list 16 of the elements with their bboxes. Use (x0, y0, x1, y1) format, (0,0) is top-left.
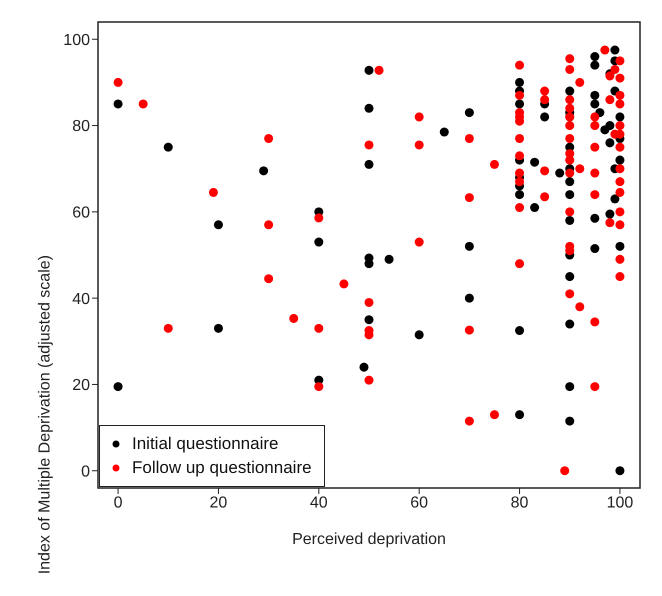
x-tick-label: 40 (310, 494, 328, 512)
y-tick-label: 40 (72, 290, 90, 308)
legend-label: Follow up questionnaire (132, 457, 312, 479)
x-axis-title: Perceived deprivation (292, 531, 446, 548)
legend-label: Initial questionnaire (132, 433, 278, 455)
y-tick-label: 80 (72, 118, 90, 136)
y-axis-title: Index of Multiple Deprivation (adjusted scale) (36, 255, 54, 574)
x-tick-label: 80 (510, 494, 529, 512)
x-tick-label: 20 (210, 494, 228, 512)
x-tick-label: 0 (114, 494, 123, 512)
x-tick-label: 60 (410, 494, 428, 512)
y-tick-label: 100 (63, 32, 90, 49)
y-tick-label: 60 (72, 204, 90, 222)
x-tick-label: 100 (606, 494, 634, 512)
y-tick-label: 20 (72, 377, 90, 394)
y-tick-label: 0 (81, 463, 90, 480)
